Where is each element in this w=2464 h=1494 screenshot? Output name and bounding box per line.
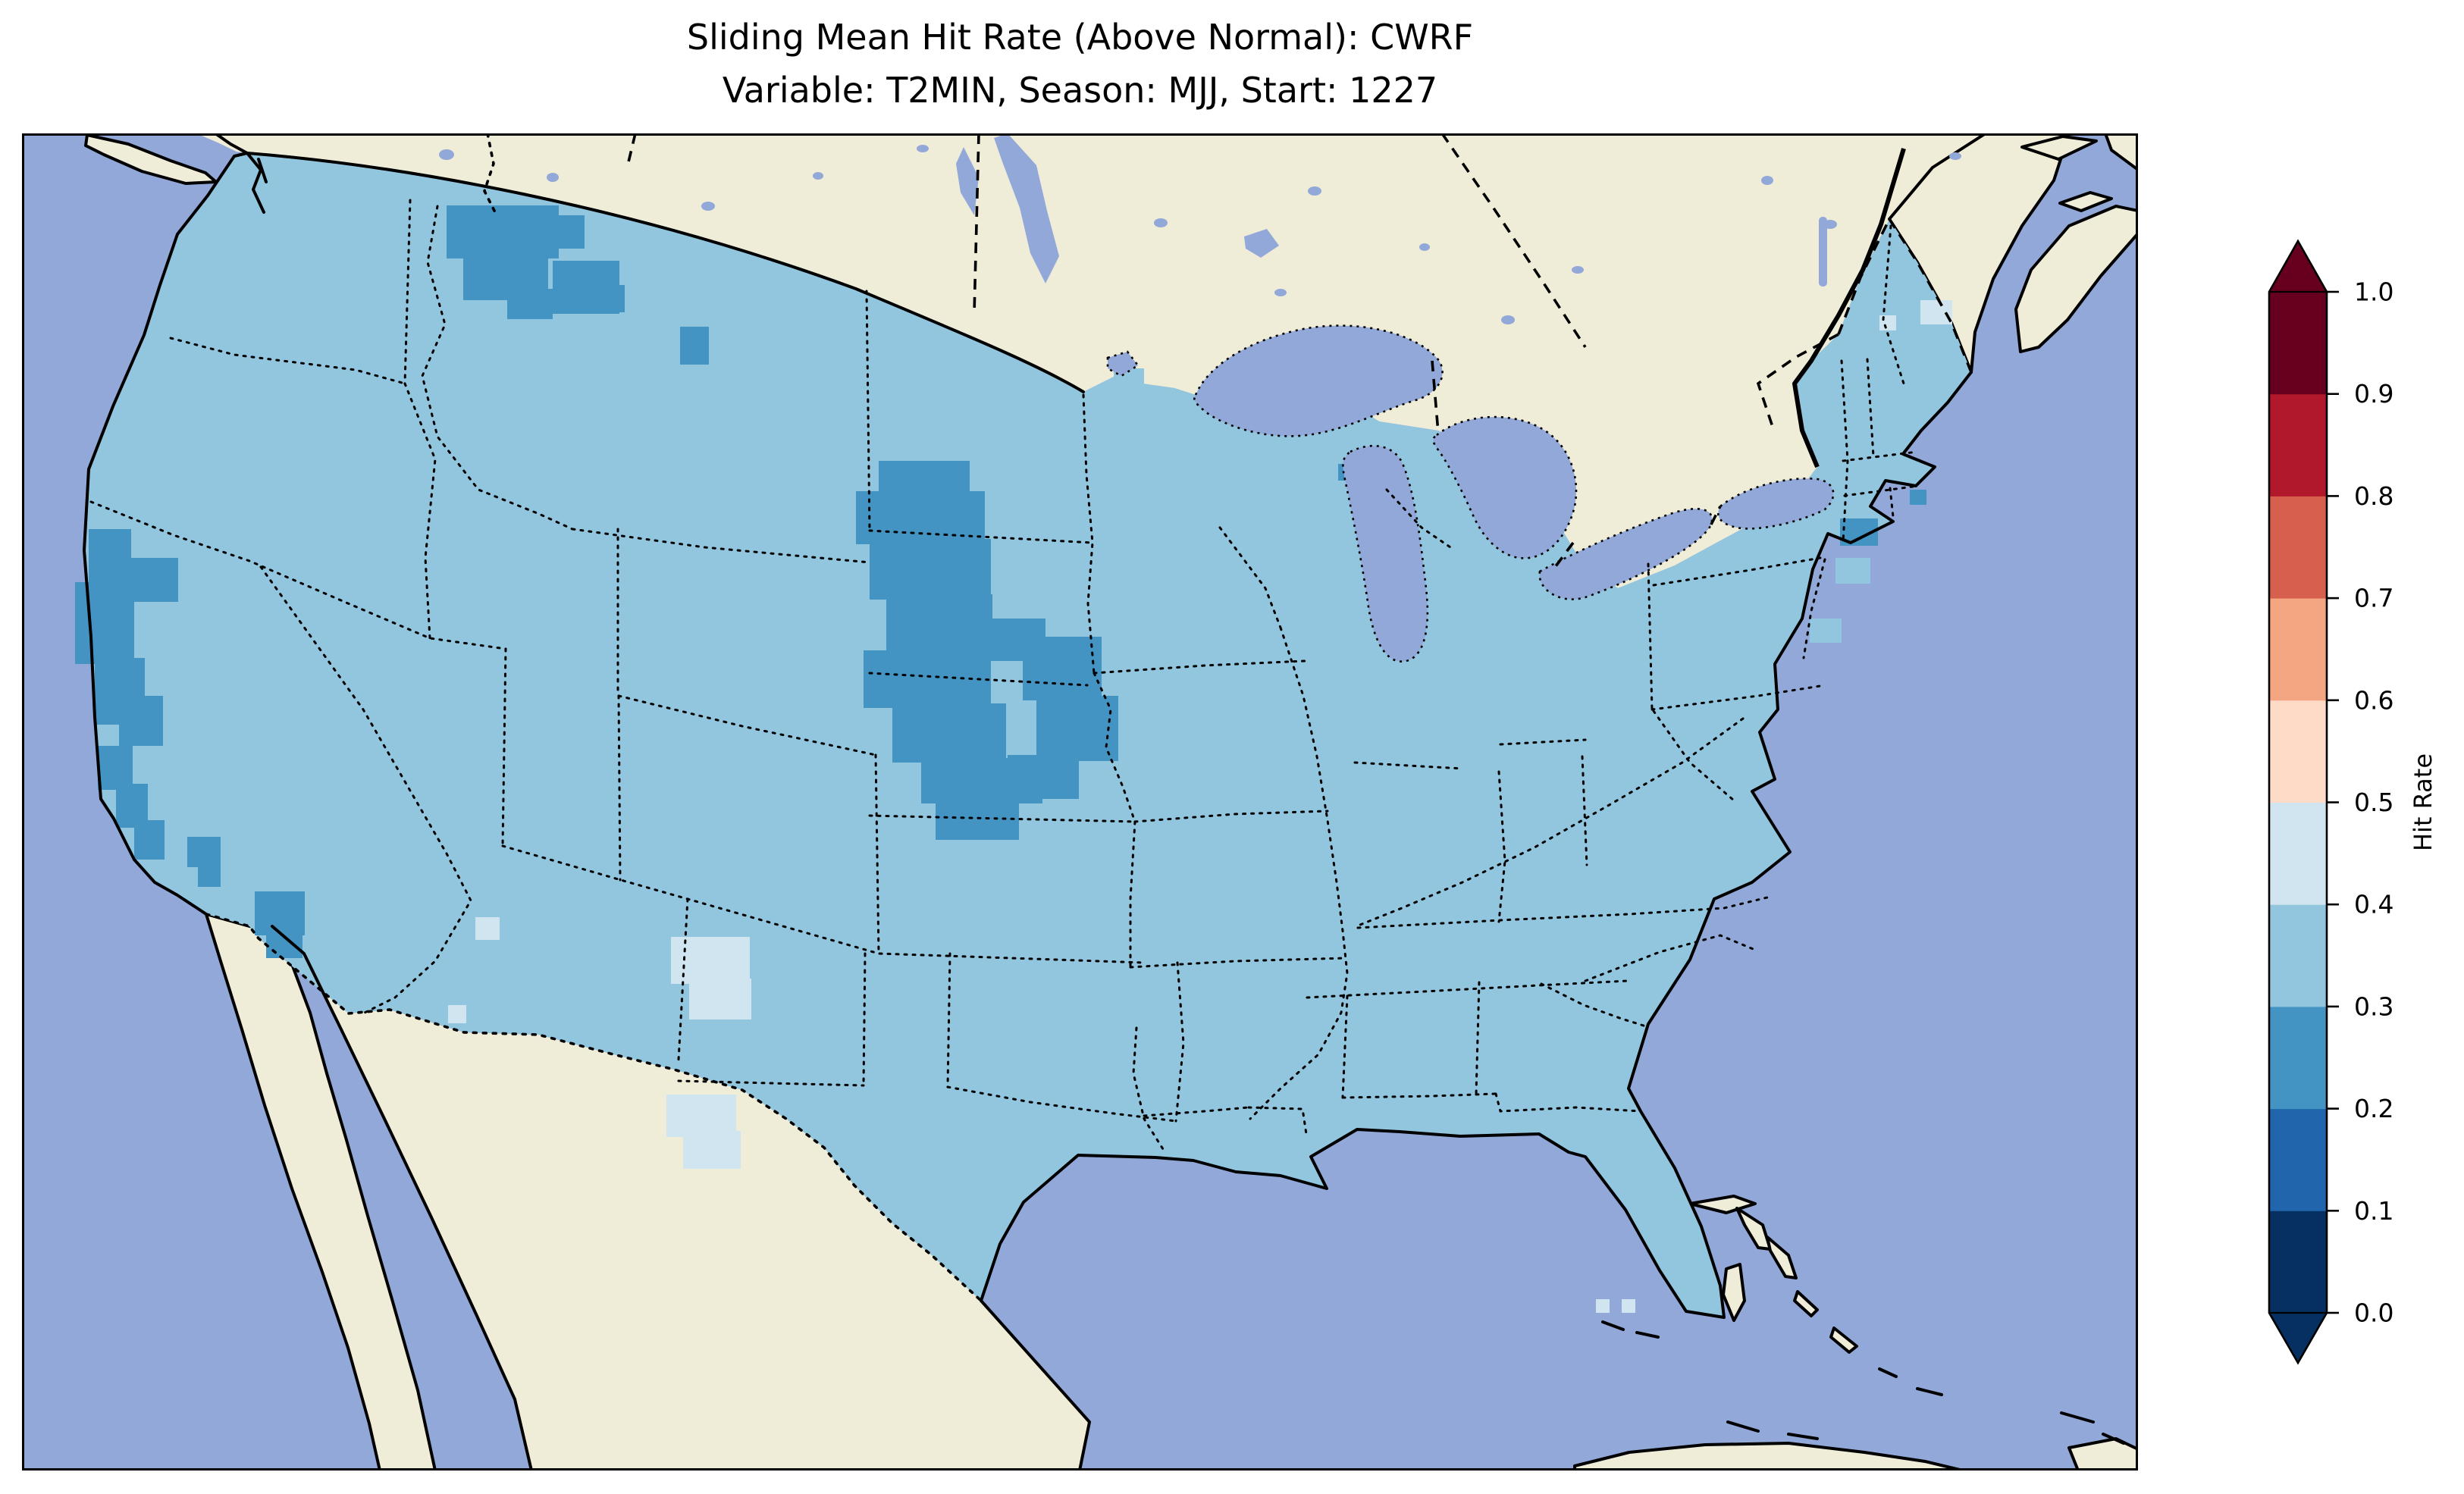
title-line-2: Variable: T2MIN, Season: MJJ, Start: 122…: [722, 70, 1438, 111]
nova-scotia-island: [2014, 205, 2138, 353]
lake-erie: [1538, 507, 1713, 600]
cuba: [1573, 1442, 1964, 1471]
colorbar-bin-6: [2269, 598, 2327, 701]
mexico-gulf-of-california-coast: [271, 925, 533, 1471]
prince-edward-island: [2058, 191, 2113, 212]
puget-sound: [246, 152, 268, 214]
colorbar-bin-7: [2269, 496, 2327, 599]
colorbar: 1.0 0.9 0.8 0.7 0.6 0.5 0.4 0.3 0.2 0.1 0.0 Hit Rat…: [2268, 239, 2437, 1365]
mexico-land: [259, 926, 1089, 1471]
lake-huron: [1432, 415, 1578, 559]
newfoundland-corner: [2104, 133, 2138, 171]
colorbar-tick-label: 0.7: [2354, 584, 2393, 613]
colorbar-tick-label: 0.2: [2354, 1094, 2393, 1123]
colorbar-bin-3: [2269, 904, 2327, 1007]
hispaniola-corner: [2067, 1437, 2138, 1471]
bahamas-islands: [1688, 1195, 2125, 1445]
colorbar-tick-label: 0.3: [2354, 991, 2393, 1021]
colorbar-tick-label: 0.0: [2354, 1298, 2393, 1328]
st-lawrence-river: [1792, 148, 1906, 468]
conus-data-region: [84, 153, 1971, 1317]
anticosti-island: [2020, 135, 2098, 161]
figure-title: Sliding Mean Hit Rate (Above Normal): CW…: [22, 11, 2138, 117]
colorbar-tick-label: 0.6: [2354, 685, 2393, 715]
data-cells-low-bin: [75, 205, 1926, 958]
colorbar-tick-label: 1.0: [2354, 277, 2393, 307]
colorbar-arrow-top: [2269, 241, 2327, 292]
colorbar-bin-1: [2269, 1108, 2327, 1211]
pacific-coast: [83, 152, 249, 916]
state-borders: [89, 199, 1919, 1151]
lake-of-the-woods: [1106, 350, 1140, 377]
florida-keys: [1601, 1320, 1660, 1339]
colorbar-arrow-bottom: [2269, 1313, 2327, 1363]
international-borders: [205, 133, 1973, 1302]
lake-michigan: [1342, 445, 1429, 663]
colorbar-tick-label: 0.1: [2354, 1196, 2393, 1226]
colorbar-bin-8: [2269, 393, 2327, 496]
colorbar-bin-4: [2269, 802, 2327, 905]
colorbar-tick-label: 0.4: [2354, 890, 2393, 919]
title-line-1: Sliding Mean Hit Rate (Above Normal): CW…: [686, 17, 1474, 58]
data-cells-base-overhang: [299, 196, 1870, 643]
mexico-gulf-coast: [980, 1299, 1091, 1471]
colorbar-bin-0: [2269, 1211, 2327, 1314]
great-lakes: [1106, 324, 1835, 663]
lake-superior: [1193, 324, 1444, 437]
lake-ontario: [1716, 478, 1835, 530]
coastlines: [83, 133, 1973, 1471]
colorbar-tick-label: 0.5: [2354, 788, 2393, 817]
colorbar-bin-2: [2269, 1006, 2327, 1110]
atlantic-gulf-coast: [980, 371, 1973, 1319]
vancouver-island: [84, 133, 218, 185]
bc-coast: [214, 133, 249, 155]
us-mexico-border: [205, 913, 983, 1302]
canadian-lakes: [439, 133, 1961, 324]
colorbar-tick-label: 0.8: [2354, 481, 2393, 511]
colorbar-tick-label: 0.9: [2354, 379, 2393, 409]
map-frame: [22, 133, 2138, 1471]
map-panel: [22, 133, 2138, 1471]
colorbar-bin-9: [2269, 292, 2327, 395]
colorbar-axis-label: Hit Rate: [2409, 753, 2437, 851]
colorbar-bin-5: [2269, 700, 2327, 803]
